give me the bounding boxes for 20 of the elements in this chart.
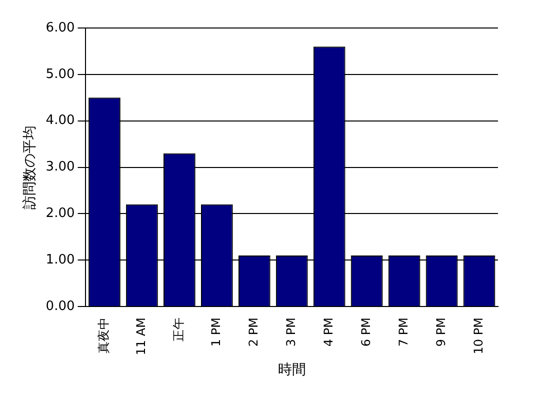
- x-tick-label: 4 PM: [321, 318, 336, 347]
- y-tick-label: 3.00: [46, 160, 75, 175]
- x-tick-label: 6 PM: [358, 318, 373, 347]
- y-tick-label: 2.00: [46, 206, 75, 222]
- y-axis-title: 訪問数の平均: [22, 125, 38, 210]
- y-tick-label: 0.00: [46, 298, 75, 314]
- y-tick-label: 6.00: [46, 20, 75, 36]
- x-tick-label: 1 PM: [209, 318, 224, 347]
- x-axis-title: 時間: [278, 362, 306, 378]
- x-tick-label: 10 PM: [471, 318, 486, 354]
- y-tick-label: 4.00: [46, 113, 75, 128]
- y-tick-label: 1.00: [46, 252, 75, 268]
- x-tick-label: 真夜中: [96, 318, 111, 354]
- x-tick-label: 2 PM: [246, 318, 261, 347]
- x-tick-label: 7 PM: [396, 318, 410, 347]
- y-tick-label: 5.00: [46, 66, 75, 82]
- x-tick-label: 11 AM: [134, 318, 148, 356]
- x-tick-label: 3 PM: [284, 318, 298, 347]
- x-tick-label: 9 PM: [434, 318, 448, 347]
- x-tick-label: 正午: [172, 318, 186, 342]
